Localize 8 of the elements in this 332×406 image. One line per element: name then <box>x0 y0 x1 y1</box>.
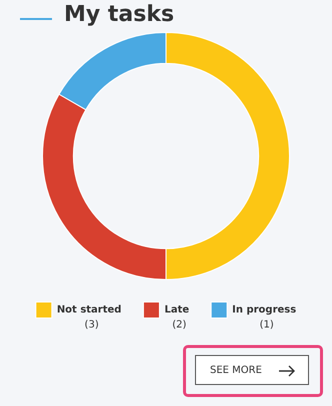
data-label: (1) <box>260 320 274 331</box>
highlight-outline: SEE MORE <box>183 345 323 397</box>
legend-label: Not started <box>56 304 122 316</box>
legend-label: In progress <box>232 304 296 316</box>
data-label: (2) <box>172 320 186 331</box>
legend-label: Late <box>164 304 190 316</box>
data-label: (3) <box>84 320 99 331</box>
chart-title: My tasks <box>64 2 174 27</box>
